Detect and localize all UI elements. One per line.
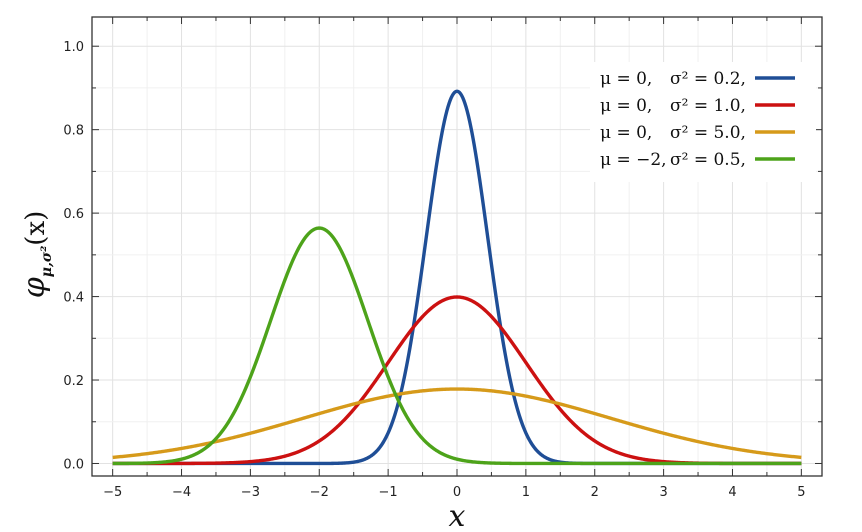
x-tick-label: −4 [172, 485, 191, 500]
y-tick-label: 0.2 [63, 374, 84, 389]
series-line-3 [112, 387, 802, 460]
x-tick-label: −5 [103, 485, 122, 500]
x-tick-label: −3 [241, 485, 260, 500]
x-tick-label: 1 [522, 485, 530, 500]
y-axis-title-subscript: μ,σ² [39, 246, 55, 278]
y-tick-label: 0.4 [63, 291, 84, 306]
legend-sigma-label: σ² = 1.0, [670, 96, 746, 116]
legend: μ = 0, σ² = 0.2, μ = 0, σ² = 1.0, μ = 0, σ² =… [590, 62, 816, 182]
legend-background [590, 62, 816, 182]
x-axis-title: x [449, 499, 466, 532]
x-tick-label: −1 [379, 485, 398, 500]
legend-mu-label: μ = 0, [600, 96, 652, 116]
y-tick-label: 0.6 [63, 207, 84, 222]
series-lines [112, 89, 802, 466]
legend-sigma-label: σ² = 0.2, [670, 69, 746, 89]
x-tick-label: 4 [728, 485, 736, 500]
y-tick-label: 0.0 [63, 457, 84, 472]
x-tick-label: 0 [453, 485, 461, 500]
legend-mu-label: μ = −2, [600, 150, 667, 170]
x-tick-label: −2 [310, 485, 329, 500]
y-tick-label: 0.8 [63, 124, 84, 139]
x-tick-label: 5 [797, 485, 805, 500]
x-tick-label: 2 [591, 485, 599, 500]
axis-ticks: −5 −4 −3 −2 −1 0 1 2 3 4 5 0.0 0.2 0.4 0.6 0.8 1.0 [63, 17, 822, 500]
legend-sigma-label: σ² = 5.0, [670, 123, 746, 143]
legend-sigma-label: σ² = 0.5, [670, 150, 746, 170]
y-axis-title-argument: (x) [21, 211, 51, 246]
series-line-4 [112, 226, 802, 466]
legend-mu-label: μ = 0, [600, 123, 652, 143]
legend-mu-label: μ = 0, [600, 69, 652, 89]
x-tick-label: 3 [659, 485, 667, 500]
y-axis-title: φμ,σ²(x) [17, 211, 55, 299]
y-axis-title-main: φ [17, 277, 52, 298]
y-tick-label: 1.0 [63, 40, 84, 55]
